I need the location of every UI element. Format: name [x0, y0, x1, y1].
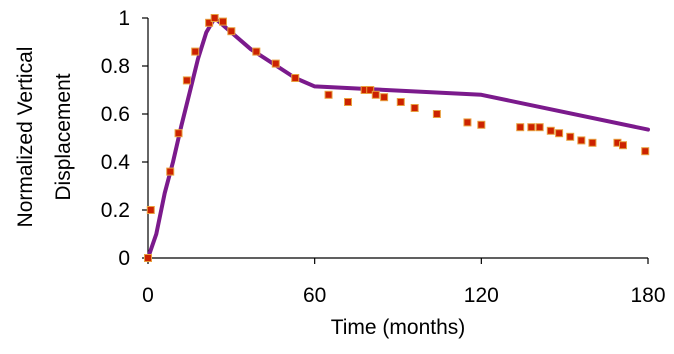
data-point — [535, 123, 544, 132]
data-point — [463, 118, 472, 127]
x-tick-label: 60 — [303, 284, 326, 307]
y-tick-label: 0.4 — [101, 151, 131, 174]
data-point — [291, 74, 300, 82]
data-point — [619, 141, 627, 150]
data-point — [555, 129, 564, 138]
x-axis-title: Time (months) — [331, 316, 466, 339]
x-tick-label: 180 — [630, 284, 665, 307]
data-point — [219, 17, 227, 26]
data-point — [527, 123, 536, 132]
point-layer — [144, 14, 650, 262]
data-point — [227, 27, 236, 36]
y-tick-label: 0.6 — [101, 103, 130, 126]
data-point — [146, 206, 155, 214]
data-point — [174, 129, 183, 138]
y-tick-label: 1 — [118, 7, 130, 30]
data-point — [577, 136, 586, 145]
data-point — [546, 126, 555, 135]
data-point — [477, 120, 486, 129]
data-point — [144, 254, 152, 262]
data-point — [166, 167, 175, 176]
data-point — [344, 98, 352, 106]
data-point — [432, 110, 441, 118]
y-tick-label: 0 — [118, 247, 130, 270]
data-point — [324, 90, 333, 99]
data-point — [380, 93, 389, 102]
data-point — [371, 90, 380, 99]
ticks: 0 0.2 0.4 0.6 0.8 1 0 60 120 180 — [101, 7, 666, 307]
y-axis-title-line-2: Displacement — [52, 73, 75, 200]
data-point — [210, 14, 219, 22]
data-point — [252, 47, 261, 56]
axes — [147, 18, 648, 259]
data-point — [410, 104, 419, 112]
data-point — [396, 98, 405, 106]
data-point — [191, 47, 200, 56]
data-point — [516, 123, 525, 132]
y-tick-label: 0.8 — [101, 55, 130, 78]
data-point — [566, 132, 575, 141]
y-tick-label: 0.2 — [101, 199, 130, 222]
labels: Time (months) Normalized Vertical Displa… — [14, 47, 465, 339]
data-point — [588, 138, 597, 147]
data-point — [366, 86, 375, 94]
data-point — [271, 59, 280, 68]
data-point — [205, 18, 214, 27]
x-tick-label: 0 — [142, 284, 154, 307]
data-point — [641, 147, 650, 156]
data-point — [182, 76, 191, 85]
y-axis-title-line-1: Normalized Vertical — [14, 47, 37, 228]
x-tick-label: 120 — [464, 284, 499, 307]
